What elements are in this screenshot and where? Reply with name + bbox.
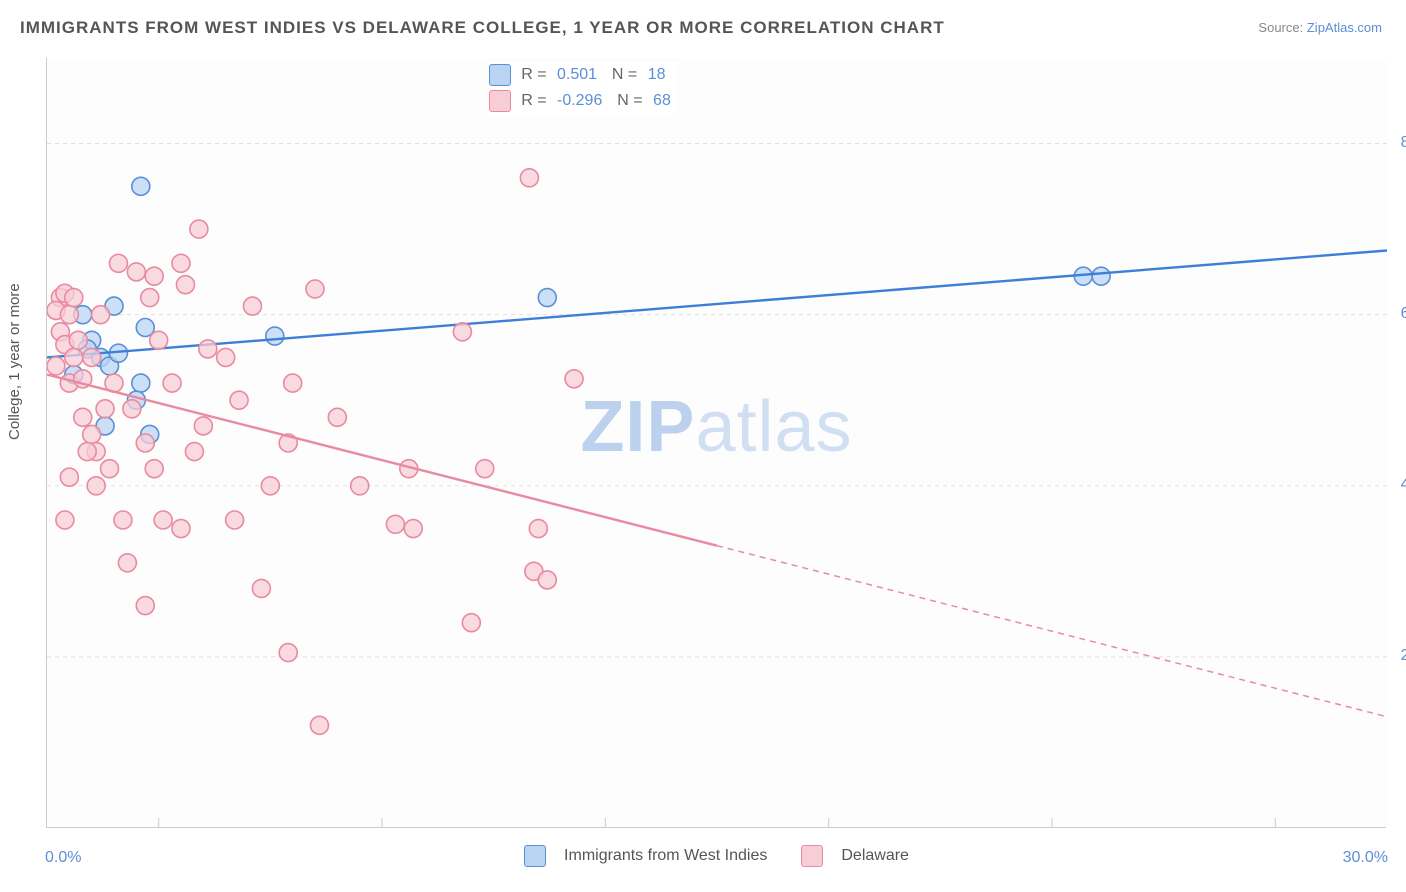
legend-n-label: N = [608,92,647,110]
legend-r-label: R = [521,66,551,84]
y-tick-label: 40.0% [1401,476,1406,494]
legend-swatch-icon [489,64,511,86]
legend-r-label: R = [521,92,551,110]
legend-row-delaware: R = -0.296 N = 68 [489,88,677,114]
legend-row-westindies: R = 0.501 N = 18 [489,62,677,88]
y-axis-label: College, 1 year or more [6,283,23,440]
correlation-legend: R = 0.501 N = 18R = -0.296 N = 68 [489,62,677,114]
y-tick-label: 80.0% [1401,134,1406,152]
series-legend-item-westindies: Immigrants from West Indies [524,845,767,867]
source-attribution: Source: ZipAtlas.com [1258,20,1382,35]
legend-n-label: N = [603,66,642,84]
chart-title: IMMIGRANTS FROM WEST INDIES VS DELAWARE … [20,18,945,38]
legend-swatch-icon [524,845,546,867]
y-tick-label: 60.0% [1401,305,1406,323]
legend-r-value: 0.501 [557,66,597,84]
legend-n-value: 18 [648,66,666,84]
legend-r-value: -0.296 [557,92,602,110]
legend-n-value: 68 [653,92,671,110]
series-legend: Immigrants from West Indies Delaware [47,845,1386,867]
source-label: Source: [1258,20,1303,35]
y-tick-label: 20.0% [1401,647,1406,665]
legend-swatch-icon [489,90,511,112]
legend-swatch-icon [801,845,823,867]
series-legend-item-delaware: Delaware [801,845,909,867]
source-link[interactable]: ZipAtlas.com [1307,20,1382,35]
series-legend-label: Immigrants from West Indies [564,847,767,865]
series-legend-label: Delaware [841,847,909,865]
scatter-plot: ZIPatlas R = 0.501 N = 18R = -0.296 N = … [46,58,1386,828]
